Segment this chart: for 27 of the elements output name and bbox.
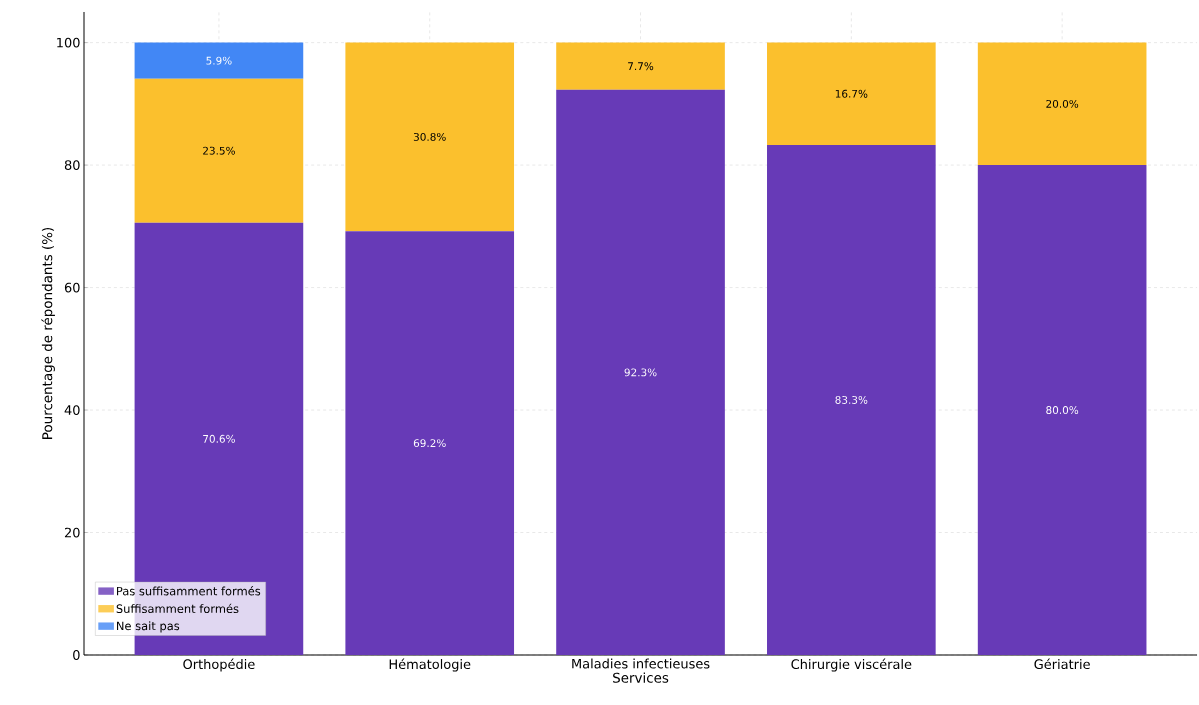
data-label: 30.8%: [413, 132, 446, 141]
data-label: 69.2%: [413, 439, 446, 448]
x-tick-label: Maladies infectieuses: [572, 658, 710, 669]
y-tick-label: 80: [64, 160, 80, 170]
data-label: 70.6%: [203, 434, 235, 443]
x-axis-title: Services: [613, 672, 669, 683]
y-tick-label: 0: [73, 650, 80, 660]
y-axis-title: Pourcentage de répondants (%): [41, 227, 55, 439]
data-label: 92.3%: [624, 368, 657, 377]
x-tick-label: Hématologie: [389, 658, 471, 672]
legend-label: Ne sait pas: [117, 621, 180, 633]
y-tick-label: 100: [57, 37, 80, 48]
y-tick-label: 60: [64, 282, 80, 293]
y-tick-label: 20: [64, 527, 80, 538]
data-label: 23.5%: [203, 146, 235, 155]
legend-label: Pas suffisamment formés: [117, 586, 261, 596]
legend-label: Suffisamment formés: [116, 603, 239, 614]
x-tick-label: Orthopédie: [183, 658, 255, 672]
data-label: 16.7%: [835, 89, 868, 98]
y-tick-label: 40: [64, 405, 80, 415]
x-tick-label: Gériatrie: [1034, 658, 1090, 670]
data-label: 83.3%: [835, 395, 868, 404]
x-tick-label: Chirurgie viscérale: [791, 658, 912, 672]
data-label: 20.0%: [1046, 99, 1079, 108]
data-label: 5.9%: [206, 56, 232, 65]
data-label: 80.0%: [1046, 406, 1079, 414]
data-label: 7.7%: [628, 62, 654, 71]
